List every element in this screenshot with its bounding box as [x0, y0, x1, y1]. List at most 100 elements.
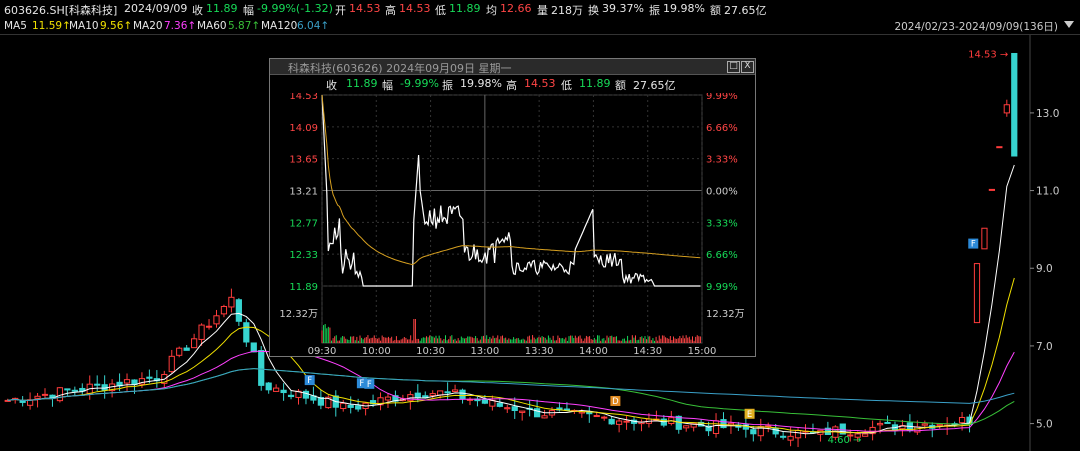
ma20-value: 7.36↑: [164, 20, 197, 32]
divider: [0, 34, 1080, 35]
candle-body: [168, 355, 175, 373]
ma120-value: 6.04↑: [297, 20, 330, 32]
candle-body: [705, 425, 712, 432]
candle-body: [601, 416, 608, 419]
popup-amount-label: 额: [615, 79, 626, 92]
amount-value: 27.65亿: [724, 4, 767, 17]
low-value: 11.89: [449, 2, 481, 15]
date-range-selector[interactable]: 2024/02/23-2024/09/09(136日): [894, 21, 1058, 35]
amplitude-value: 19.98%: [663, 2, 705, 15]
intraday-frame: [321, 94, 703, 344]
ma5-line: [7, 164, 1015, 435]
ma10-label: MA10: [69, 20, 99, 32]
event-marker-icon: [364, 378, 375, 389]
candle-body: [847, 434, 854, 437]
ma10-value: 9.56↑: [100, 20, 133, 32]
popup-titlebar[interactable]: 科森科技(603626) 2024年09月09日 星期一 □ X: [270, 59, 755, 75]
event-marker-label: F: [367, 380, 372, 390]
avg-label: 均: [486, 4, 497, 17]
amplitude-label: 振: [649, 4, 660, 17]
ma60-label: MA60: [197, 20, 227, 32]
intraday-chart[interactable]: 14.53 9.99% 14.09 6.66% 13.65 3.33% 13.21 0.00%…: [270, 93, 755, 355]
candle-body: [228, 296, 235, 308]
volume-label: 量: [537, 4, 548, 17]
candle-body: [325, 396, 332, 409]
candle-body: [250, 342, 257, 353]
turnover-value: 39.37%: [602, 2, 644, 15]
volume-value: 218万: [551, 4, 583, 17]
intraday-popup[interactable]: 科森科技(603626) 2024年09月09日 星期一 □ X 收 11.89…: [269, 58, 756, 357]
time-tick-label: 10:30: [416, 346, 445, 355]
candle-body: [56, 387, 64, 402]
volume-max-label-right: 12.32万: [706, 309, 745, 320]
candle-body: [720, 419, 727, 429]
candle-body: [504, 407, 511, 410]
event-marker-icon: [744, 408, 755, 419]
price-tick-label: 11.89: [289, 282, 318, 293]
candle-body: [183, 347, 190, 351]
candle-body: [414, 392, 421, 399]
candle-body: [451, 389, 459, 393]
candle-body: [176, 347, 183, 356]
popup-change-label: 幅: [382, 79, 393, 92]
candle-body: [690, 423, 697, 428]
candle-body: [123, 379, 131, 384]
candle-body: [384, 396, 392, 401]
ma-bar: MA5 11.59↑ MA10 9.56↑ MA20 7.36↑ MA60 5.…: [0, 18, 1080, 34]
event-marker-label: D: [612, 397, 619, 407]
time-tick-label: 13:00: [470, 346, 499, 355]
high-label: 高: [385, 4, 396, 17]
candle-body: [347, 404, 354, 408]
candle-body: [496, 402, 503, 407]
stock-code[interactable]: 603626.SH[科森科技]: [4, 4, 118, 17]
chevron-down-icon[interactable]: [1064, 21, 1074, 28]
candle-body: [511, 406, 518, 411]
candle-body: [34, 395, 41, 399]
candle-body: [392, 395, 399, 402]
candle-body: [265, 382, 272, 391]
candle-body: [616, 420, 623, 425]
amount-label: 额: [710, 4, 721, 17]
average-price-line: [321, 94, 701, 266]
candle-body: [1003, 104, 1010, 114]
candle-body: [41, 393, 49, 396]
turnover-label: 换: [588, 4, 599, 17]
price-axis-label: 13.0: [1036, 108, 1059, 120]
change-label: 幅: [243, 4, 254, 17]
low-price-annotation: 4.60 →: [828, 435, 862, 446]
close-icon[interactable]: X: [741, 61, 754, 73]
price-tick-label: 14.53: [289, 93, 318, 102]
price-line: [321, 94, 701, 287]
candle-body: [235, 299, 242, 322]
event-marker-label: F: [359, 379, 364, 389]
candle-body: [258, 349, 265, 386]
pct-tick-label: 0.00%: [706, 187, 738, 198]
volume-max-label: 12.32万: [279, 309, 318, 320]
price-axis-label: 11.0: [1036, 186, 1059, 198]
price-axis-label: 9.0: [1036, 263, 1053, 275]
candle-body: [973, 263, 981, 324]
candle-body: [213, 315, 220, 325]
time-tick-label: 15:00: [688, 346, 717, 355]
pct-tick-label: 9.99%: [706, 93, 738, 102]
candle-body: [146, 376, 153, 379]
popup-amount-value: 27.65亿: [633, 79, 676, 92]
candle-body: [71, 389, 78, 392]
pct-tick-label: 3.33%: [706, 155, 738, 166]
candle-body: [220, 305, 228, 315]
candle-body: [340, 402, 347, 410]
restore-icon[interactable]: □: [727, 61, 740, 73]
close-value: 11.89: [206, 2, 238, 15]
low-label: 低: [435, 4, 446, 17]
candle-body: [869, 426, 876, 435]
candle-body: [958, 416, 966, 424]
event-marker-label: F: [307, 376, 312, 386]
popup-low-label: 低: [561, 79, 572, 92]
ma60-line: [7, 368, 1015, 425]
pct-tick-label: 6.66%: [706, 123, 738, 134]
event-marker-label: F: [971, 240, 976, 250]
candle-body: [19, 400, 26, 403]
quote-bar: 603626.SH[科森科技] 2024/09/09 收 11.89 幅 -9.…: [0, 0, 1080, 17]
candle-body: [780, 435, 787, 438]
